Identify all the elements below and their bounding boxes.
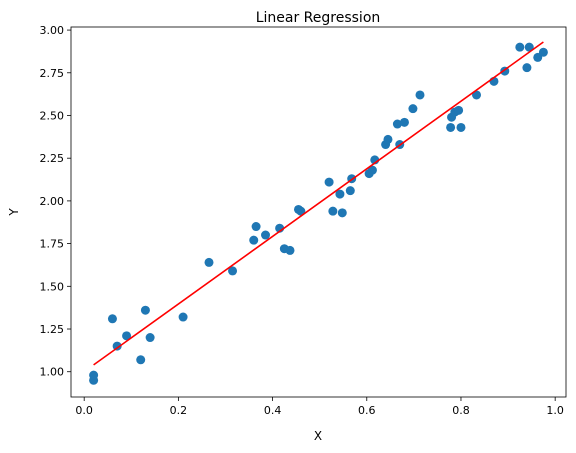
- data-point: [178, 312, 188, 322]
- data-point: [472, 90, 482, 100]
- data-point: [335, 189, 345, 199]
- data-point: [204, 257, 214, 267]
- scatter-points: [89, 42, 548, 385]
- y-tick-label: 2.75: [40, 67, 65, 80]
- data-point: [337, 208, 347, 218]
- data-point: [345, 186, 355, 196]
- y-tick-label: 3.00: [40, 24, 65, 37]
- y-tick-label: 1.50: [40, 280, 65, 293]
- x-axis-ticks: 0.0 0.2 0.4 0.6 0.8 1.0: [75, 397, 564, 417]
- data-point: [251, 222, 261, 232]
- data-point: [285, 245, 295, 255]
- x-tick-label: 0.4: [264, 404, 282, 417]
- y-axis-label: Y: [7, 208, 21, 217]
- y-tick-label: 1.25: [40, 323, 65, 336]
- data-point: [367, 165, 377, 175]
- y-axis-ticks: 1.00 1.25 1.50 1.75 2.00 2.25 2.50 2.75 3.00: [40, 24, 71, 379]
- data-point: [261, 230, 271, 240]
- data-point: [522, 63, 532, 73]
- y-tick-label: 2.00: [40, 195, 65, 208]
- data-point: [446, 122, 456, 132]
- x-tick-label: 0.0: [75, 404, 93, 417]
- regression-line-group: [93, 41, 544, 366]
- y-tick-label: 2.25: [40, 152, 65, 165]
- data-point: [408, 104, 418, 114]
- data-point: [140, 305, 150, 315]
- data-point: [524, 42, 534, 52]
- data-point: [399, 117, 409, 127]
- data-point: [107, 314, 117, 324]
- data-point: [122, 331, 132, 341]
- data-point: [538, 47, 548, 57]
- y-tick-label: 1.75: [40, 238, 65, 251]
- data-point: [89, 370, 99, 380]
- data-point: [392, 119, 402, 129]
- data-point: [296, 206, 306, 216]
- regression-line: [93, 41, 544, 366]
- data-point: [136, 355, 146, 365]
- y-tick-label: 1.00: [40, 366, 65, 379]
- data-point: [515, 42, 525, 52]
- data-point: [328, 206, 338, 216]
- x-tick-label: 0.6: [358, 404, 376, 417]
- data-point: [456, 122, 466, 132]
- plot-frame: [70, 26, 567, 398]
- data-point: [324, 177, 334, 187]
- x-tick-label: 0.8: [452, 404, 470, 417]
- x-axis-label: X: [314, 429, 322, 443]
- y-tick-label: 2.50: [40, 109, 65, 122]
- x-tick-label: 0.2: [170, 404, 188, 417]
- data-point: [112, 341, 122, 351]
- data-point: [249, 235, 259, 245]
- data-point: [145, 333, 155, 343]
- data-point: [454, 105, 464, 115]
- data-point: [415, 90, 425, 100]
- x-tick-label: 1.0: [546, 404, 564, 417]
- data-point: [383, 134, 393, 144]
- data-point: [228, 266, 238, 276]
- chart-title: Linear Regression: [256, 10, 381, 26]
